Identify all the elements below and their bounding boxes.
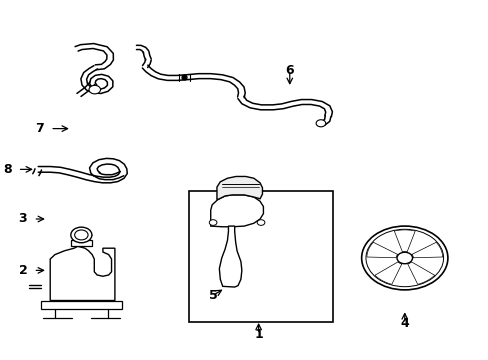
Text: 2: 2 bbox=[19, 264, 27, 277]
Circle shape bbox=[315, 120, 325, 127]
Circle shape bbox=[396, 252, 412, 264]
Text: 7: 7 bbox=[35, 122, 44, 135]
Circle shape bbox=[365, 229, 443, 287]
Circle shape bbox=[75, 230, 88, 240]
Polygon shape bbox=[374, 262, 401, 284]
Text: 8: 8 bbox=[3, 163, 11, 176]
Circle shape bbox=[257, 220, 264, 225]
Circle shape bbox=[71, 227, 92, 243]
Text: 6: 6 bbox=[285, 64, 293, 77]
Polygon shape bbox=[70, 240, 92, 246]
Circle shape bbox=[361, 226, 447, 290]
Text: 4: 4 bbox=[400, 317, 408, 330]
Polygon shape bbox=[210, 195, 263, 227]
Polygon shape bbox=[393, 230, 414, 252]
Text: 1: 1 bbox=[254, 328, 263, 341]
Bar bbox=[189, 191, 332, 322]
Polygon shape bbox=[219, 226, 242, 287]
Polygon shape bbox=[217, 176, 262, 199]
Polygon shape bbox=[407, 262, 434, 284]
Polygon shape bbox=[50, 246, 115, 301]
Circle shape bbox=[209, 220, 217, 225]
Text: 3: 3 bbox=[19, 212, 27, 225]
Polygon shape bbox=[41, 301, 122, 309]
Polygon shape bbox=[411, 242, 442, 258]
Polygon shape bbox=[366, 242, 397, 258]
Text: 5: 5 bbox=[208, 289, 217, 302]
Circle shape bbox=[89, 85, 101, 94]
